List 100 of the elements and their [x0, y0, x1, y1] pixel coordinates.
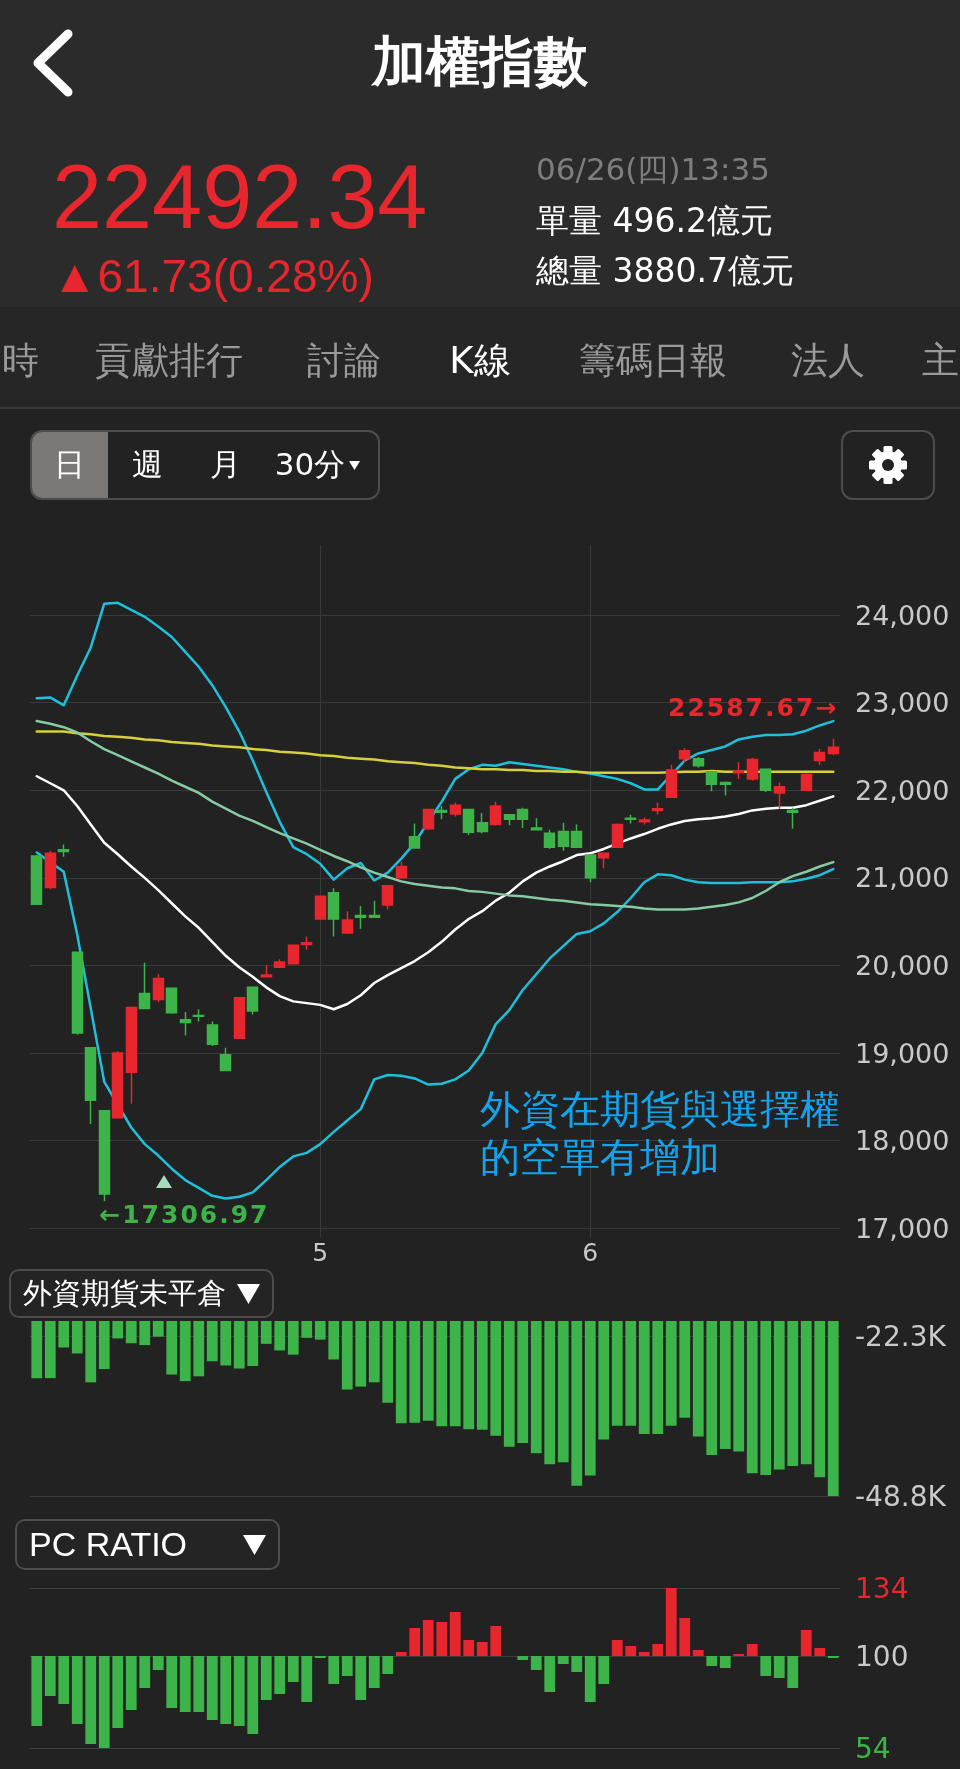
- candlestick: [773, 781, 786, 810]
- candlestick: [570, 823, 583, 848]
- bar: [571, 1656, 583, 1672]
- candlestick: [30, 854, 43, 906]
- text: K線: [449, 338, 511, 383]
- candlestick: [206, 1020, 219, 1047]
- candlestick: [692, 756, 705, 769]
- bar: [382, 1656, 394, 1674]
- bar: [544, 1656, 556, 1692]
- candlestick: [732, 761, 745, 780]
- annotation: ←17306.97: [99, 1199, 270, 1230]
- bar: [422, 1620, 434, 1656]
- bar: [71, 1656, 83, 1724]
- bar: [112, 1656, 124, 1728]
- line-series: [35, 719, 835, 911]
- bar: [301, 1656, 313, 1702]
- bar: [328, 1656, 340, 1684]
- line-series: [35, 730, 835, 774]
- candlestick: [71, 951, 84, 1036]
- bar: [800, 1630, 812, 1656]
- text: 單量 496.2億元: [536, 201, 773, 241]
- y-tick-label: 23,000: [855, 687, 950, 719]
- candlestick: [449, 801, 462, 818]
- y-tick-label: 24,000: [855, 599, 950, 631]
- bar: [152, 1656, 164, 1670]
- chart-title: 外資期貨未平倉: [23, 1275, 226, 1311]
- candlestick: [179, 1011, 192, 1037]
- bar: [638, 1652, 650, 1656]
- candlestick: [719, 780, 732, 797]
- candlestick: [368, 899, 381, 919]
- line-series: [35, 775, 835, 1011]
- candlestick: [665, 764, 678, 799]
- bar: [449, 1612, 461, 1656]
- text: 主: [921, 338, 959, 383]
- candlestick: [827, 738, 840, 756]
- bar: [557, 1656, 569, 1664]
- dropdown-button: PC RATIO: [15, 1519, 280, 1570]
- text: 總量 3880.7億元: [536, 251, 794, 291]
- candlestick: [246, 986, 259, 1016]
- x-tick-label: 6: [582, 1238, 599, 1267]
- bar: [368, 1656, 380, 1688]
- candlestick: [314, 895, 327, 920]
- candlestick: [354, 905, 367, 930]
- candlestick: [476, 812, 489, 834]
- bar: [652, 1644, 664, 1656]
- candlestick: [152, 973, 165, 1003]
- bar: [166, 1656, 178, 1708]
- bar: [490, 1626, 502, 1656]
- text: 30分: [274, 446, 346, 483]
- bar: [125, 1656, 137, 1710]
- bar: [355, 1656, 367, 1700]
- candlestick: [813, 748, 826, 766]
- bar: [517, 1656, 529, 1660]
- candlestick: [530, 817, 543, 831]
- bar: [58, 1656, 70, 1704]
- candlestick: [462, 807, 475, 836]
- bar: [679, 1618, 691, 1656]
- candlestick: [287, 944, 300, 966]
- bar: [598, 1656, 610, 1684]
- candlestick: [786, 807, 799, 830]
- y-tick-label: 20,000: [855, 949, 950, 981]
- bar: [85, 1656, 97, 1744]
- text: 貢獻排行: [95, 338, 243, 383]
- candlestick: [57, 843, 70, 858]
- text: ▲61.73(0.28%): [52, 249, 374, 303]
- candlestick: [746, 757, 759, 782]
- candlestick: [584, 854, 597, 883]
- bar: [476, 1642, 488, 1656]
- bar: [530, 1656, 542, 1670]
- bar: [233, 1656, 245, 1726]
- candlestick: [408, 822, 421, 849]
- text: 月: [209, 446, 241, 483]
- candlestick: [381, 884, 394, 911]
- bar: [260, 1656, 272, 1700]
- bar: [814, 1648, 826, 1656]
- annotation: 外資在期貨與選擇權的空單有增加: [480, 1085, 841, 1181]
- bar: [463, 1640, 475, 1656]
- candlestick: [759, 768, 772, 793]
- y-tick-label: 21,000: [855, 862, 950, 894]
- candlestick: [435, 805, 448, 820]
- text: 週: [131, 446, 163, 483]
- text: 加權指數: [372, 29, 588, 94]
- candlestick: [705, 771, 718, 792]
- bar: [584, 1656, 596, 1702]
- bar: [220, 1656, 232, 1724]
- candlestick: [800, 772, 813, 792]
- dropdown-button: 外資期貨未平倉: [9, 1269, 274, 1318]
- candlestick: [300, 935, 313, 951]
- candlestick: [233, 997, 246, 1039]
- annotation: 22587.67→: [668, 692, 839, 723]
- candlestick: [327, 887, 340, 938]
- candlestick: [44, 849, 57, 890]
- candlestick: [219, 1047, 232, 1072]
- y-tick-label: 22,000: [855, 774, 950, 806]
- candlestick: [543, 828, 556, 850]
- candlestick: [678, 747, 691, 763]
- candlestick: [111, 1050, 124, 1120]
- bar: [179, 1656, 191, 1712]
- bar: [139, 1656, 151, 1688]
- candlestick: [489, 800, 502, 827]
